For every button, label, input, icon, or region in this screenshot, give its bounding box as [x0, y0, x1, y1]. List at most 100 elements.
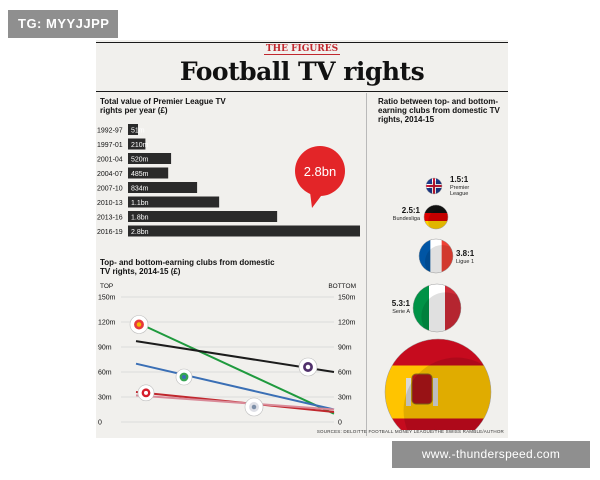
- flag-stripe: [424, 221, 448, 229]
- line-chart: TOP BOTTOM 0 0 30m 30m 60m 60m 90m 90m 120m 120m 150…: [98, 283, 356, 427]
- bar: [128, 211, 278, 222]
- y-tick-label-right: 150m: [338, 295, 356, 302]
- y-tick-label-left: 90m: [98, 345, 112, 352]
- logo-center: [182, 375, 186, 379]
- bar-value-label: 520m: [131, 157, 149, 164]
- bubble-chart-title: Ratio between top- and bottom-earning cl…: [378, 97, 500, 124]
- bar-category-label: 2010-13: [97, 200, 123, 207]
- infographic-title: Football TV rights: [179, 57, 425, 86]
- y-tick-label-left: 30m: [98, 395, 112, 402]
- league-label: League: [450, 191, 468, 197]
- bar-category-label: 2016-19: [97, 229, 123, 236]
- league-label: Premier: [450, 185, 469, 191]
- ball-outline: [423, 204, 449, 230]
- flag-stripe: [413, 284, 430, 332]
- flag-stripe: [429, 284, 446, 332]
- bar: [128, 153, 172, 164]
- y-tick-label-left: 60m: [98, 370, 112, 377]
- top-axis-label: TOP: [100, 283, 113, 290]
- pillar: [406, 378, 411, 406]
- ball-shade: [428, 180, 442, 194]
- league-label: Bundesliga: [393, 216, 421, 222]
- line-chart-title: Top- and bottom-earning clubs from domes…: [100, 258, 275, 276]
- callout-pointer: [310, 192, 324, 208]
- ball-outline: [412, 283, 462, 333]
- bar: [128, 138, 146, 150]
- infographic-panel: THE FIGURES Football TV rights Total val…: [96, 40, 508, 438]
- site-watermark: www.-thunderspeed.com: [392, 441, 590, 468]
- laliga-logo-icon: [129, 315, 149, 334]
- ball-shade: [421, 292, 461, 332]
- coat-of-arms: [411, 373, 433, 405]
- ball-outline: [384, 338, 492, 430]
- spain-flag-ball-icon: [385, 339, 491, 430]
- league-label: Ligue 1: [456, 259, 474, 265]
- y-tick-label-left: 0: [98, 420, 102, 427]
- ratio-value: 3.8:1: [456, 249, 475, 258]
- bar: [128, 182, 198, 193]
- bottom-axis-label: BOTTOM: [328, 283, 356, 290]
- bar: [128, 196, 220, 208]
- series-line-laliga: [135, 321, 335, 415]
- flag-stripe: [441, 239, 453, 273]
- bar-value-label: 51m: [131, 128, 145, 135]
- ball-shade: [403, 357, 491, 430]
- bar-category-label: 1997-01: [97, 142, 123, 149]
- serie-a-logo-icon: [175, 368, 193, 386]
- bundesliga-logo-icon: [137, 384, 155, 402]
- section-tag: THE FIGURES: [96, 44, 508, 55]
- bar-category-label: 2001-04: [97, 157, 123, 164]
- league-label: Serie A: [392, 309, 410, 315]
- callout-bubble: 2.8bn: [295, 146, 345, 208]
- pillar: [433, 378, 438, 406]
- ball-shade: [424, 244, 453, 273]
- flag-stripe: [419, 239, 431, 273]
- y-tick-label-left: 120m: [98, 320, 116, 327]
- y-tick-label-right: 120m: [338, 320, 356, 327]
- ball-outline: [425, 177, 443, 195]
- series-line-ligue-1: [135, 394, 335, 411]
- y-tick-label-right: 30m: [338, 395, 352, 402]
- logo-center: [305, 364, 311, 370]
- bar-value-label: 485m: [131, 171, 149, 178]
- bar-category-label: 2004-07: [97, 171, 123, 178]
- ratio-value: 2.5:1: [402, 206, 421, 215]
- y-tick-label-right: 0: [338, 420, 342, 427]
- y-tick-label-left: 150m: [98, 295, 116, 302]
- y-tick-label-right: 90m: [338, 345, 352, 352]
- bar-category-label: 1992-97: [97, 128, 123, 135]
- flag-stripe: [424, 213, 448, 222]
- ball-outline: [418, 238, 454, 274]
- bar-value-label: 834m: [131, 186, 149, 193]
- column-divider: [366, 93, 367, 436]
- y-tick-label-right: 60m: [338, 370, 352, 377]
- ball-shade: [428, 209, 448, 229]
- ligue-1-logo-icon: [244, 397, 264, 417]
- channel-badge: TG: MYYJJPP: [8, 10, 118, 38]
- logo-center: [144, 390, 148, 395]
- bar-value-label: 2.8bn: [131, 229, 149, 236]
- title-rule: [96, 91, 508, 92]
- flag-cross: [433, 178, 435, 194]
- flag-stripe: [445, 284, 461, 332]
- section-tag-text: THE FIGURES: [263, 44, 341, 55]
- flag-stripe: [424, 205, 448, 214]
- bar-value-label: 1.1bn: [131, 200, 149, 207]
- flag-stripe: [385, 418, 491, 430]
- bar-value-label: 210m: [131, 142, 149, 149]
- flag-stripe: [430, 239, 442, 273]
- italy-flag-ball-icon: [413, 284, 461, 332]
- sources-note: SOURCES: DELOITTE FOOTBALL MONEY LEAGUE/…: [316, 429, 504, 434]
- series-line-serie-a: [135, 362, 335, 411]
- premier-league-lion-icon: [298, 357, 318, 377]
- logo-center: [251, 404, 257, 410]
- bar-chart: 1992-97 51m 1997-01 210m 2001-04 520m 2004-07 4…: [97, 124, 360, 237]
- ratio-value: 1.5:1: [450, 175, 469, 184]
- bar-category-label: 2007-10: [97, 186, 123, 193]
- callout-circle: [295, 146, 345, 196]
- bar: [128, 124, 138, 135]
- bar-value-label: 1.8bn: [131, 215, 149, 222]
- bar-chart-title: Total value of Premier League TV rights …: [100, 97, 226, 115]
- logo-center: [136, 322, 142, 327]
